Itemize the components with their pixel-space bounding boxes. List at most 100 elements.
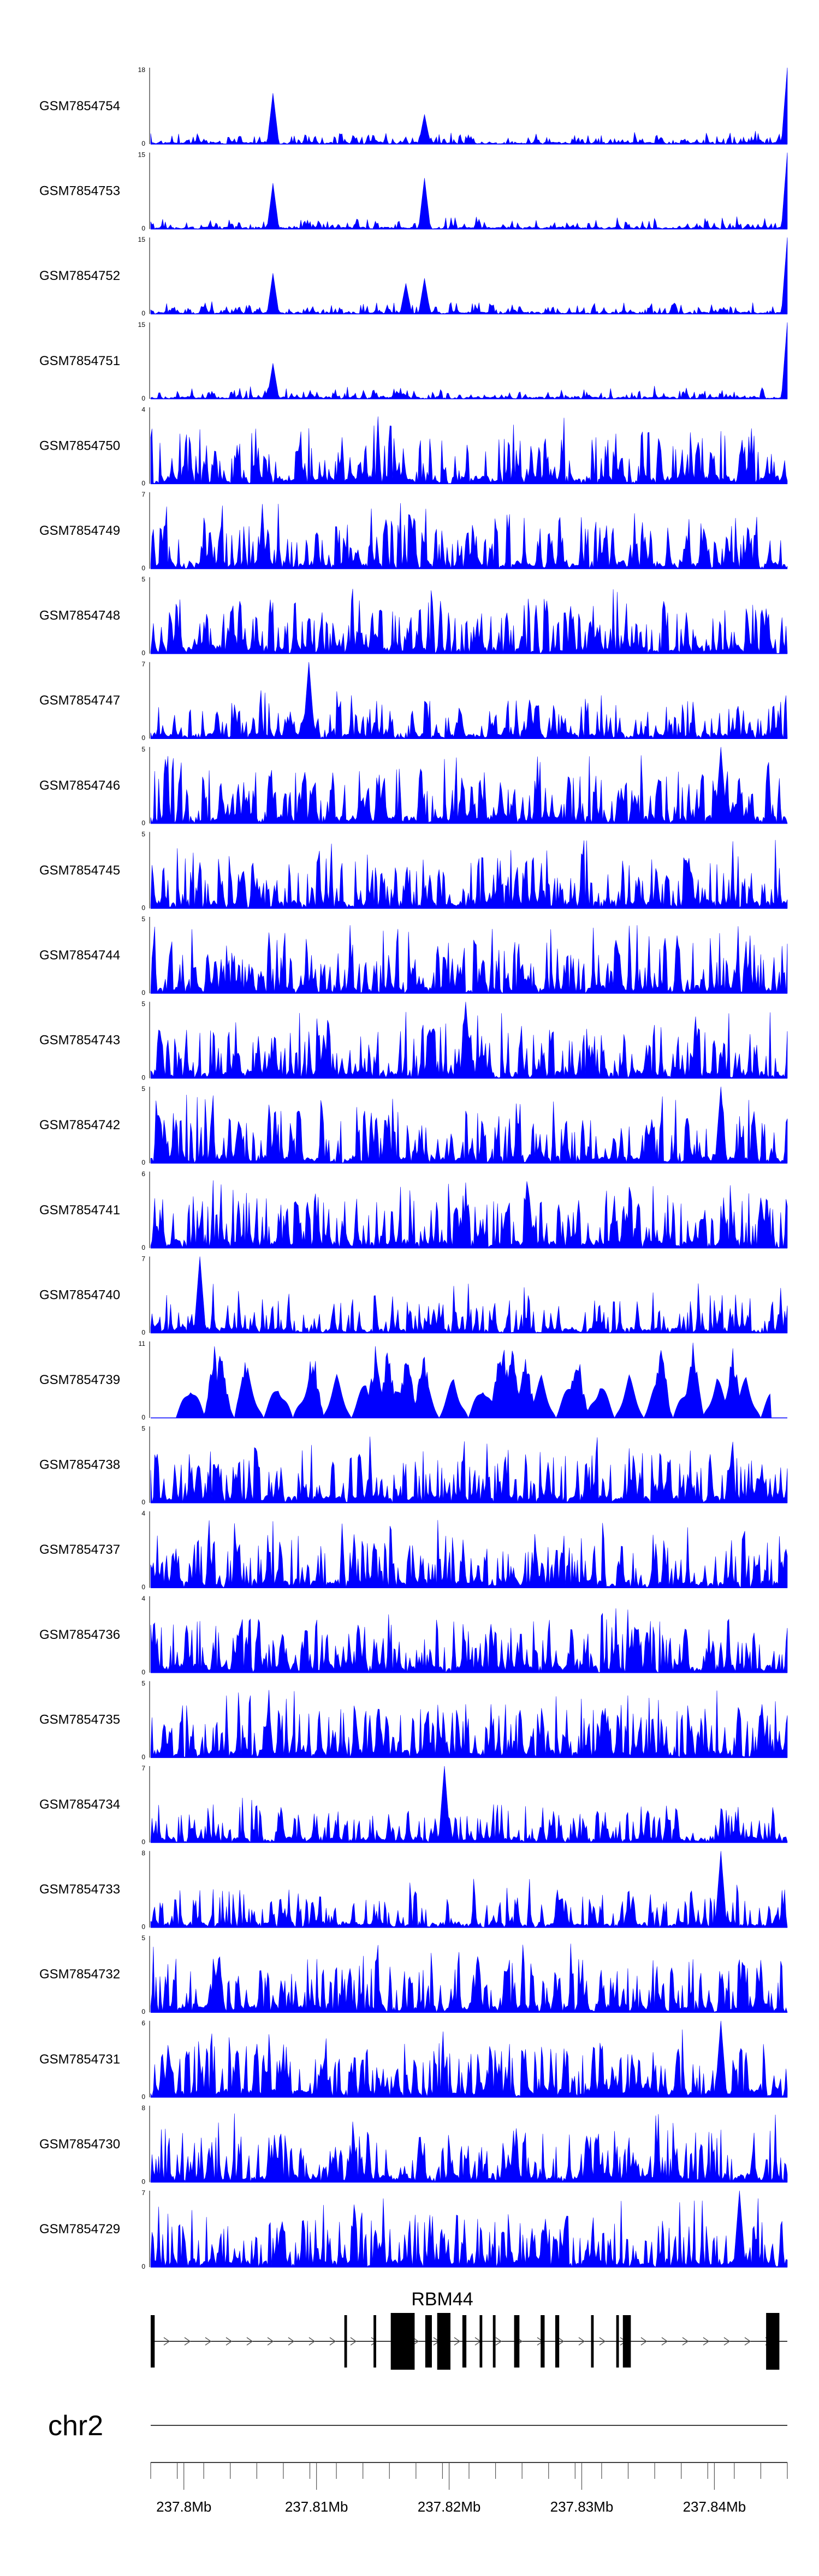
strand-arrow xyxy=(371,2337,378,2346)
track-ymin-label: 0 xyxy=(141,479,145,487)
track-label: GSM7854752 xyxy=(39,269,120,283)
track-label: GSM7854739 xyxy=(39,1373,120,1387)
track-gsm7854730: GSM7854730 8 0 xyxy=(39,2104,788,2185)
track-ymin-label: 0 xyxy=(141,1668,145,1676)
track-label: GSM7854731 xyxy=(39,2052,120,2067)
track-label: GSM7854749 xyxy=(39,523,120,538)
track-gsm7854747: GSM7854747 7 0 xyxy=(39,660,788,742)
strand-arrow xyxy=(723,2337,731,2346)
coverage-area xyxy=(150,925,788,994)
track-ymin-label: 0 xyxy=(141,2093,145,2101)
coverage-area xyxy=(150,1943,788,2013)
strand-arrow xyxy=(640,2337,648,2346)
track-ymax-label: 15 xyxy=(138,151,146,159)
track-ymax-label: 5 xyxy=(141,576,145,583)
track-gsm7854734: GSM7854734 7 0 xyxy=(39,1764,788,1846)
track-ymax-label: 8 xyxy=(141,2104,145,2112)
x-tick-label: 237.81Mb xyxy=(285,2499,348,2515)
track-ymax-label: 5 xyxy=(141,746,145,753)
track-ymax-label: 7 xyxy=(141,1255,145,1262)
strand-arrow xyxy=(578,2337,585,2346)
strand-arrow xyxy=(661,2337,668,2346)
strand-arrow xyxy=(599,2337,606,2346)
track-ymax-label: 5 xyxy=(141,1085,145,1093)
exon xyxy=(344,2315,347,2368)
track-label: GSM7854740 xyxy=(39,1287,120,1302)
exon xyxy=(425,2315,432,2368)
coverage-area xyxy=(150,416,788,484)
track-ymin-label: 0 xyxy=(141,225,145,232)
coverage-area xyxy=(150,2113,788,2183)
track-ymax-label: 7 xyxy=(141,660,145,668)
x-tick-label: 237.8Mb xyxy=(156,2499,211,2515)
track-gsm7854749: GSM7854749 7 0 xyxy=(39,491,788,572)
track-ymin-label: 0 xyxy=(141,1328,145,1336)
track-ymax-label: 18 xyxy=(138,66,146,74)
coverage-tracks: GSM7854754180GSM7854753150GSM7854752150G… xyxy=(39,66,788,2270)
strand-arrow xyxy=(225,2337,233,2346)
coverage-area xyxy=(150,588,788,654)
gene-label: RBM44 xyxy=(411,2289,473,2310)
track-gsm7854751: GSM7854751 15 0 xyxy=(39,321,788,402)
track-label: GSM7854748 xyxy=(39,609,120,623)
exon xyxy=(462,2315,467,2368)
track-gsm7854739: GSM7854739 11 0 xyxy=(39,1340,787,1421)
track-ymax-label: 8 xyxy=(141,1850,145,1857)
exon xyxy=(616,2315,619,2368)
gene-model: RBM44 xyxy=(151,2289,787,2370)
strand-arrow xyxy=(288,2337,295,2346)
track-gsm7854742: GSM7854742 5 0 xyxy=(39,1085,788,1166)
track-ymin-label: 0 xyxy=(141,2008,145,2016)
coverage-area xyxy=(150,67,788,145)
coverage-area xyxy=(150,322,788,399)
strand-arrow xyxy=(267,2337,274,2346)
coverage-area xyxy=(150,662,788,740)
coverage-area xyxy=(150,747,788,824)
track-gsm7854733: GSM7854733 8 0 xyxy=(39,1850,788,1931)
track-ymin-label: 0 xyxy=(141,309,145,317)
track-label: GSM7854746 xyxy=(39,778,120,793)
track-ymin-label: 0 xyxy=(141,734,145,742)
strand-arrow xyxy=(163,2337,170,2346)
track-label: GSM7854735 xyxy=(39,1712,120,1727)
track-ymin-label: 0 xyxy=(141,395,145,402)
track-gsm7854729: GSM7854729 7 0 xyxy=(39,2189,788,2270)
track-gsm7854753: GSM7854753 15 0 xyxy=(39,151,788,232)
track-gsm7854743: GSM7854743 5 0 xyxy=(39,1000,788,1082)
coverage-area xyxy=(150,2190,788,2268)
track-label: GSM7854742 xyxy=(39,1118,120,1132)
genome-axis: chr2 237.8Mb 237.81Mb 237.82Mb 237.83Mb 237.… xyxy=(48,2410,788,2515)
track-label: GSM7854729 xyxy=(39,2222,120,2237)
track-ymin-label: 0 xyxy=(141,1583,145,1591)
strand-arrow xyxy=(744,2337,751,2346)
track-ymax-label: 5 xyxy=(141,1934,145,1942)
track-gsm7854740: GSM7854740 7 0 xyxy=(39,1255,788,1336)
coverage-area xyxy=(150,840,788,909)
track-gsm7854732: GSM7854732 5 0 xyxy=(39,1934,788,2016)
track-ymin-label: 0 xyxy=(141,1838,145,1846)
track-ymax-label: 11 xyxy=(139,1340,146,1347)
track-gsm7854731: GSM7854731 6 0 xyxy=(39,2019,788,2101)
strand-arrow xyxy=(246,2337,253,2346)
exon xyxy=(151,2315,155,2368)
track-gsm7854748: GSM7854748 5 0 xyxy=(39,576,788,657)
track-gsm7854754: GSM7854754 18 0 xyxy=(39,66,788,147)
track-gsm7854745: GSM7854745 5 0 xyxy=(39,830,788,911)
track-ymax-label: 4 xyxy=(141,1595,145,1602)
strand-arrow xyxy=(454,2337,461,2346)
track-label: GSM7854738 xyxy=(39,1458,120,1472)
track-label: GSM7854737 xyxy=(39,1542,120,1557)
track-ymax-label: 5 xyxy=(141,830,145,838)
track-ymin-label: 0 xyxy=(141,2263,145,2270)
track-gsm7854735: GSM7854735 5 0 xyxy=(39,1679,788,1761)
track-gsm7854746: GSM7854746 5 0 xyxy=(39,746,788,827)
strand-arrow xyxy=(329,2337,336,2346)
track-ymin-label: 0 xyxy=(141,989,145,997)
track-label: GSM7854747 xyxy=(39,693,120,708)
coverage-area xyxy=(150,1180,788,1249)
strand-arrow xyxy=(703,2337,710,2346)
track-gsm7854752: GSM7854752 15 0 xyxy=(39,236,788,317)
track-ymin-label: 0 xyxy=(141,140,145,147)
exon xyxy=(591,2315,594,2368)
